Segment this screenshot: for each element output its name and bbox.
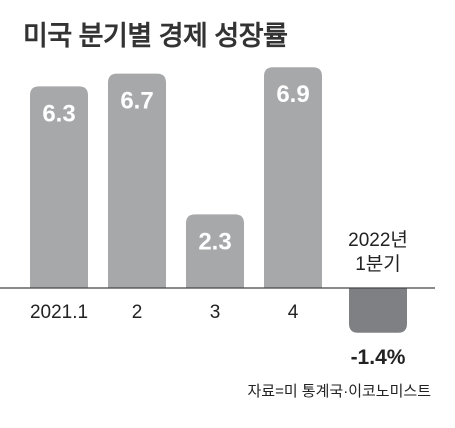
bar	[264, 67, 322, 288]
category-label: 3	[210, 302, 221, 323]
data-label: -1.4%	[351, 346, 406, 369]
bar	[30, 86, 88, 289]
source-note: 자료=미 통계국·이코노미스트	[247, 383, 431, 400]
data-label: 6.3	[42, 100, 75, 127]
category-label: 2	[132, 302, 143, 323]
bar	[186, 214, 244, 288]
bar	[349, 288, 407, 333]
data-label: 6.7	[120, 88, 153, 115]
data-label: 6.9	[276, 81, 309, 108]
chart-title: 미국 분기별 경제 성장률	[23, 21, 288, 51]
bar	[108, 73, 166, 288]
category-label: 4	[288, 302, 299, 323]
data-label: 2.3	[198, 228, 231, 255]
category-label: 2022년 1분기	[348, 229, 408, 275]
category-label: 2021.1	[30, 302, 88, 323]
